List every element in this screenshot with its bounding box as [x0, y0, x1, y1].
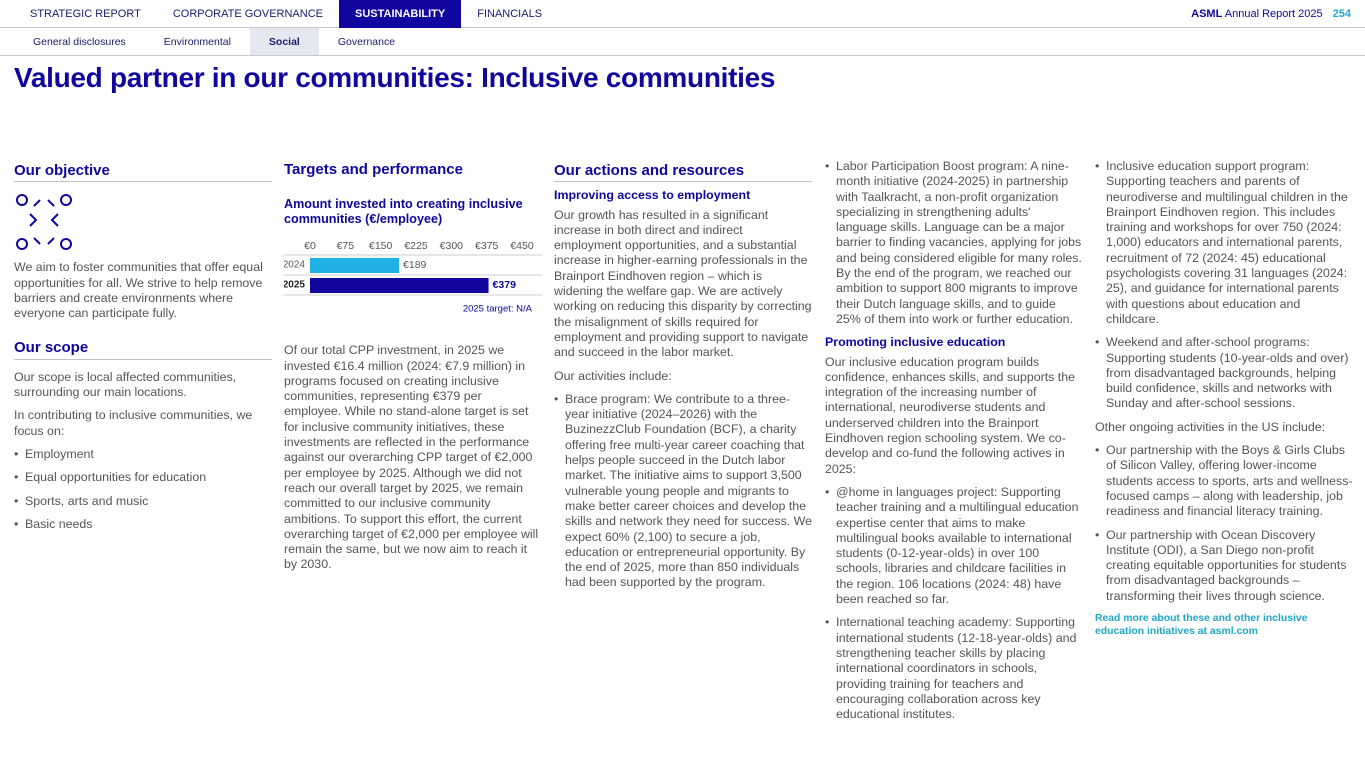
sub-tabs: General disclosures Environmental Social Go… — [14, 28, 414, 55]
sub-tab[interactable]: Social — [249, 28, 319, 55]
bullet-list: Labor Participation Boost program: A nin… — [825, 159, 1083, 327]
column: Our actions and resources Improving acce… — [554, 160, 812, 599]
sub-bar: General disclosures Environmental Social Go… — [0, 28, 1365, 56]
nav-tab[interactable]: CORPORATE GOVERNANCE — [172, 8, 323, 20]
category-label: 2024 — [284, 260, 305, 271]
column: Targets and performance Amount invested … — [284, 159, 542, 581]
sub-tab[interactable]: General disclosures — [33, 36, 126, 48]
nav-tab[interactable]: FINANCIALS — [477, 8, 543, 20]
x-tick-label: €150 — [369, 240, 393, 252]
column: Labor Participation Boost program: A nin… — [825, 159, 1083, 730]
paragraph: Our scope is local affected communities,… — [14, 369, 237, 400]
bullet-list: Our partnership with the Boys & Girls Cl… — [1095, 443, 1353, 604]
bullet: Brace program: We contribute to a three-… — [554, 392, 812, 591]
chart: €0 €75 €150 €225 €300 €375 €450 2024 €189 2025 €37… — [284, 240, 542, 315]
bullet: Our partnership with Ocean Discovery Ins… — [1095, 528, 1353, 604]
page-number: 254 — [1332, 8, 1351, 20]
bullet: Basic needs — [14, 517, 272, 533]
nav-tab[interactable]: SUSTAINABILITY — [338, 0, 462, 28]
subheading: Promoting inclusive education — [825, 335, 1006, 350]
heading: Our objective — [14, 160, 272, 183]
bullet: International teaching academy: Supporti… — [825, 615, 1083, 722]
bullet: @home in languages project: Supporting t… — [825, 485, 1083, 607]
value-label: €189 — [403, 259, 427, 271]
x-tick-label: €0 — [304, 240, 316, 252]
report-name: Annual Report 2025 — [1224, 8, 1323, 20]
column: Our objective We aim to foster communiti… — [14, 160, 272, 540]
chart-note: 2025 target: N/A — [463, 304, 533, 315]
bullet: Labor Participation Boost program: A nin… — [825, 159, 1083, 327]
sub-tab[interactable]: Governance — [337, 36, 396, 48]
heading: Targets and performance — [284, 161, 463, 178]
paragraph: Our inclusive education program builds c… — [825, 354, 1076, 476]
heading: Our actions and resources — [554, 160, 812, 183]
paragraph: Our activities include: — [554, 368, 672, 383]
paragraph: Of our total CPP investment, in 2025 we … — [284, 343, 539, 572]
sub-tab[interactable]: Environmental — [163, 36, 231, 48]
x-tick-label: €225 — [404, 240, 428, 252]
value-label: €379 — [493, 279, 517, 291]
top-bar: STRATEGIC REPORT CORPORATE GOVERNANCE SUST… — [0, 0, 1365, 28]
bullet-list: @home in languages project: Supporting t… — [825, 485, 1083, 722]
paragraph: We aim to foster communities that offer … — [14, 260, 263, 321]
subheading: Improving access to employment — [554, 188, 751, 203]
nav-tab[interactable]: STRATEGIC REPORT — [30, 8, 141, 20]
brand: ASML — [1191, 8, 1223, 20]
bullet: Equal opportunities for education — [14, 470, 272, 486]
x-tick-label: €375 — [475, 240, 499, 252]
bullet-list: Inclusive education support program: Sup… — [1095, 159, 1353, 412]
bullet-list: Brace program: We contribute to a three-… — [554, 392, 812, 591]
bullet: Our partnership with the Boys & Girls Cl… — [1095, 443, 1353, 519]
link[interactable]: Read more about these and other inclusiv… — [1095, 613, 1308, 638]
chart-title: Amount invested into creating inclusive … — [284, 197, 523, 227]
x-tick-label: €300 — [440, 240, 464, 252]
bullet: Inclusive education support program: Sup… — [1095, 159, 1353, 327]
x-tick-label: €75 — [337, 240, 355, 252]
report-header: ASML Annual Report 2025 254 — [1191, 0, 1351, 28]
page-title: Valued partner in our communities: Inclu… — [14, 62, 776, 93]
x-tick-label: €450 — [510, 240, 534, 252]
heading: Our scope — [14, 337, 272, 360]
icon — [16, 194, 72, 251]
tabs: STRATEGIC REPORT CORPORATE GOVERNANCE SUST… — [14, 0, 558, 28]
bullet: Employment — [14, 447, 272, 463]
bullet: Sports, arts and music — [14, 494, 272, 510]
bar — [310, 278, 489, 294]
column: Inclusive education support program: Sup… — [1095, 159, 1353, 638]
paragraph: Other ongoing activities in the US inclu… — [1095, 419, 1326, 434]
paragraph: In contributing to inclusive communities… — [14, 408, 253, 438]
paragraph: Our growth has resulted in a significant… — [554, 207, 812, 360]
bullet: Weekend and after-school programs: Suppo… — [1095, 335, 1353, 411]
bullet-list: Employment Equal opportunities for educat… — [14, 447, 272, 532]
bar — [310, 258, 400, 274]
category-label: 2025 — [284, 280, 305, 291]
